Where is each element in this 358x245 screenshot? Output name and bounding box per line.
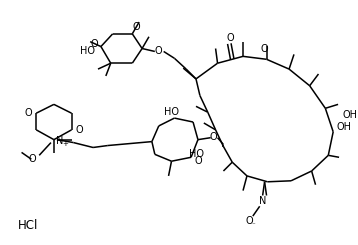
Text: O: O	[194, 156, 202, 166]
Text: HO: HO	[80, 47, 95, 56]
Text: O: O	[227, 33, 234, 43]
Text: OH: OH	[336, 122, 351, 132]
Text: N: N	[56, 136, 63, 146]
Text: +: +	[63, 141, 69, 147]
Text: O: O	[76, 125, 83, 135]
Text: N: N	[259, 196, 266, 206]
Text: O: O	[261, 44, 268, 54]
Text: O: O	[132, 22, 140, 32]
Text: O: O	[210, 132, 217, 142]
Text: HCl: HCl	[18, 219, 38, 233]
Text: ⁻: ⁻	[252, 222, 256, 228]
Text: O: O	[29, 154, 36, 164]
Text: HO: HO	[189, 149, 204, 159]
Text: HO: HO	[164, 107, 179, 117]
Text: O: O	[90, 39, 98, 49]
Text: O: O	[245, 216, 253, 226]
Text: OH: OH	[342, 110, 357, 120]
Text: O: O	[25, 108, 32, 118]
Text: O: O	[155, 47, 163, 56]
